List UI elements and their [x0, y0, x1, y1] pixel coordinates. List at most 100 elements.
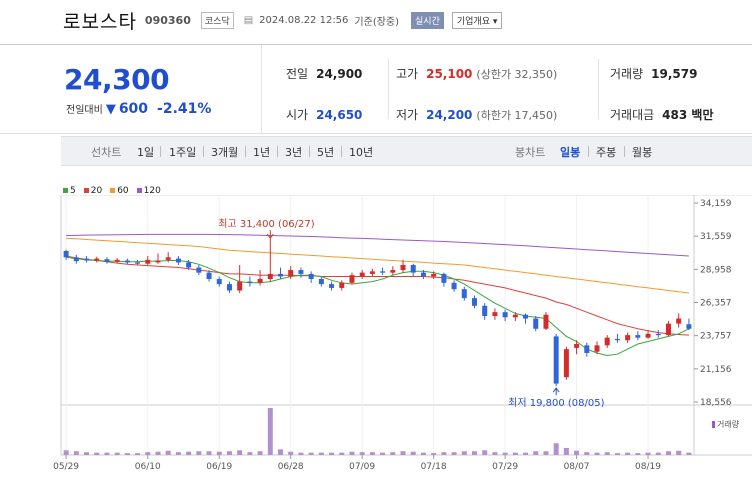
tab-10y[interactable]: 10년: [349, 146, 374, 159]
candle-body: [104, 259, 110, 262]
volume-bar: [155, 451, 161, 455]
volume-bar: [114, 452, 120, 455]
volume-bar: [655, 452, 661, 455]
volume-bar: [523, 452, 529, 455]
change-value: 600: [118, 101, 149, 117]
volume: 거래량 19,579: [610, 65, 697, 82]
tab-3m[interactable]: 3개월: [211, 146, 239, 159]
amount-label: 거래대금: [610, 108, 655, 122]
volume-bar: [329, 452, 335, 455]
volume-bar: [267, 408, 273, 455]
volume-bar: [104, 452, 110, 455]
y-tick-label: 34,159: [700, 199, 732, 209]
volume-bar: [349, 451, 355, 455]
candle-body: [625, 335, 631, 341]
divider: [245, 146, 246, 157]
current-price: 24,300: [64, 63, 170, 96]
volume-bar: [226, 451, 232, 455]
tab-daily[interactable]: 일봉: [560, 146, 581, 159]
tab-5y[interactable]: 5년: [317, 146, 335, 159]
legend-ma5: 5: [63, 186, 76, 196]
divider: [203, 146, 204, 157]
x-tick-label: 06/28: [278, 462, 304, 472]
trade-amount: 거래대금 483 백만: [610, 106, 713, 123]
upper-limit: (상한가 32,350): [476, 68, 558, 81]
divider: [341, 146, 342, 157]
volume-bar: [686, 452, 692, 455]
candle-body: [155, 260, 161, 263]
candle-body: [124, 260, 130, 263]
candle-body: [461, 289, 467, 299]
candle-body: [655, 333, 661, 336]
volume-label: 거래량: [610, 67, 644, 81]
candle-body: [380, 271, 386, 273]
candle-body: [574, 344, 580, 348]
candle-body: [482, 305, 488, 316]
legend-ma120: 120: [136, 186, 161, 196]
tab-3y[interactable]: 3년: [285, 146, 303, 159]
y-tick-label: 18,556: [700, 398, 732, 408]
candle-body: [410, 264, 416, 273]
candle-body: [390, 270, 396, 273]
tab-1y[interactable]: 1년: [253, 146, 271, 159]
annotation-low-arrowhead: [552, 387, 560, 393]
candle-body: [665, 323, 671, 336]
volume-bar: [175, 452, 181, 455]
lower-limit: (하한가 17,450): [476, 109, 558, 122]
candle-body: [175, 258, 181, 263]
candle-body: [635, 335, 641, 338]
amount-value: 483 백만: [662, 108, 714, 122]
divider: [598, 59, 599, 119]
volume-bar: [186, 451, 192, 455]
candle-body: [686, 324, 692, 329]
candle-body: [553, 336, 559, 384]
company-overview-dropdown[interactable]: 기업개요 ▾: [451, 11, 503, 29]
volume-bar: [502, 452, 508, 455]
realtime-button[interactable]: 실시간: [411, 11, 444, 29]
stock-header: 로보스타 090360 코스닥 ▤ 2024.08.22 12:56 기준(장중…: [0, 0, 752, 40]
legend-ma60: 60: [110, 186, 129, 196]
divider: [160, 146, 161, 157]
y-tick-label: 21,156: [700, 365, 732, 375]
candle-body: [349, 275, 355, 283]
ma-legend: 5 20 60 120: [63, 186, 161, 196]
candle-body: [329, 284, 335, 288]
tab-weekly[interactable]: 주봉: [596, 146, 617, 159]
market-badge: 코스닥: [200, 11, 234, 29]
high-price: 고가 25,100 (상한가 32,350): [396, 65, 557, 82]
volume-value: 19,579: [651, 67, 698, 81]
annotation-low: 최저 19,800 (08/05): [508, 397, 604, 409]
volume-bar: [257, 451, 263, 455]
volume-bar: [318, 452, 324, 455]
candle-body: [196, 267, 202, 273]
candle-body: [247, 281, 253, 283]
candle-body: [318, 279, 324, 285]
high-value: 25,100: [426, 67, 473, 81]
candlestick-chart[interactable]: 34,159 31,559 28,958 26,357 23,757 21,156 18,5…: [0, 195, 752, 495]
divider: [624, 146, 625, 157]
x-tick-label: 06/19: [206, 462, 232, 472]
candle-body: [206, 272, 212, 280]
open-price: 시가 24,650: [286, 106, 362, 123]
volume-bar: [400, 451, 406, 455]
divider: [588, 146, 589, 157]
volume-bar: [237, 450, 243, 455]
volume-bar: [625, 452, 631, 455]
volume-bar: [135, 453, 141, 455]
candle-body: [298, 270, 304, 274]
x-tick-label: 07/29: [492, 462, 518, 472]
candle-body: [339, 282, 345, 288]
quote-datetime: 2024.08.22 12:56: [259, 14, 349, 26]
candle-body: [604, 337, 610, 346]
volume-bar: [206, 451, 212, 455]
volume-bar: [574, 450, 580, 455]
tab-monthly[interactable]: 월봉: [632, 146, 653, 159]
candle-body: [492, 312, 498, 316]
ma120-line: [66, 233, 689, 257]
candle-body: [84, 258, 90, 261]
divider: [388, 59, 389, 119]
candle-body: [676, 318, 682, 324]
tab-1d[interactable]: 1일: [137, 146, 155, 159]
tab-1w[interactable]: 1주일: [169, 146, 197, 159]
volume-bar: [339, 452, 345, 455]
